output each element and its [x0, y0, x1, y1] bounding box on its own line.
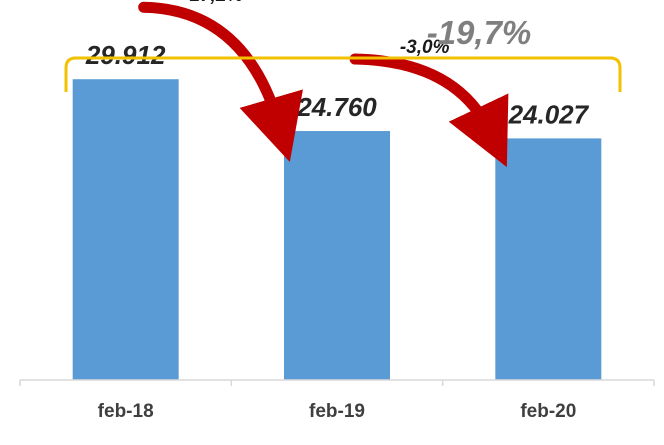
- bar-feb-18: [72, 79, 179, 380]
- value-label-feb-19: 24.760: [296, 92, 377, 122]
- x-tick-label-feb-20: feb-20: [520, 401, 576, 422]
- change-label-feb-19-feb-20: -3,0%: [400, 37, 450, 58]
- change-label-feb-18-feb-19: -17,2%: [183, 0, 243, 6]
- change-arrow-feb-19-feb-20: [349, 53, 509, 168]
- total-change-bracket: [64, 56, 622, 92]
- annotations-layer: -17,2% -3,0%-19,7%: [64, 0, 622, 168]
- value-label-feb-20: 24.027: [508, 99, 590, 129]
- value-label-feb-18: 29.912: [85, 40, 166, 70]
- bar-feb-20: [495, 138, 602, 380]
- bars-layer: 29.912 24.760 24.027: [72, 40, 602, 380]
- total-change-label: -19,7%: [427, 14, 532, 51]
- x-axis: feb-18 feb-19 feb-20: [19, 379, 655, 422]
- x-tick-label-feb-19: feb-19: [309, 401, 365, 422]
- x-tick-label-feb-18: feb-18: [98, 401, 154, 422]
- bar-feb-19: [284, 131, 390, 380]
- change-arrow-feb-18-feb-19: [138, 1, 303, 162]
